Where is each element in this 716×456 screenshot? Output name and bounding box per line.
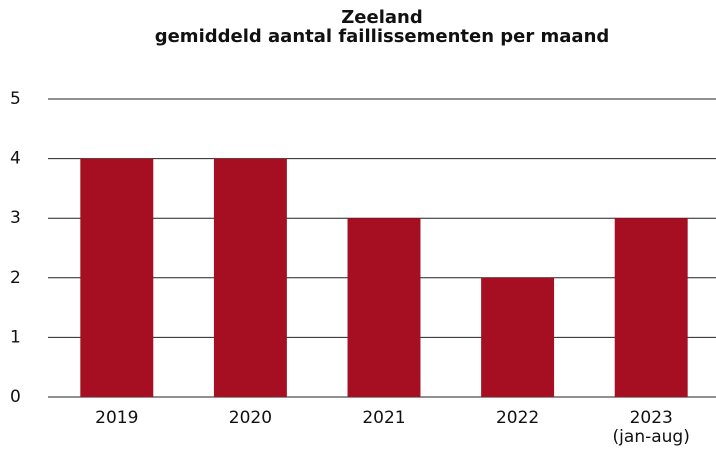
x-tick-label: 2021: [362, 408, 405, 428]
y-tick-label: 1: [10, 327, 21, 347]
bar: [614, 218, 688, 397]
x-tick-label: 2019: [95, 408, 138, 428]
bar: [213, 158, 287, 397]
y-tick-label: 2: [10, 268, 21, 288]
y-tick-label: 5: [10, 89, 21, 109]
y-tick-label: 3: [10, 208, 21, 228]
x-tick-label: 2020: [229, 408, 272, 428]
chart-title: Zeeland gemiddeld aantal faillissementen …: [155, 7, 610, 47]
bar: [347, 218, 421, 397]
bar: [80, 158, 154, 397]
bar: [481, 277, 555, 397]
x-tick-label: 2022: [496, 408, 539, 428]
y-tick-label: 0: [10, 387, 21, 407]
x-tick-label: 2023 (jan-aug): [613, 408, 690, 447]
y-tick-label: 4: [10, 149, 21, 169]
